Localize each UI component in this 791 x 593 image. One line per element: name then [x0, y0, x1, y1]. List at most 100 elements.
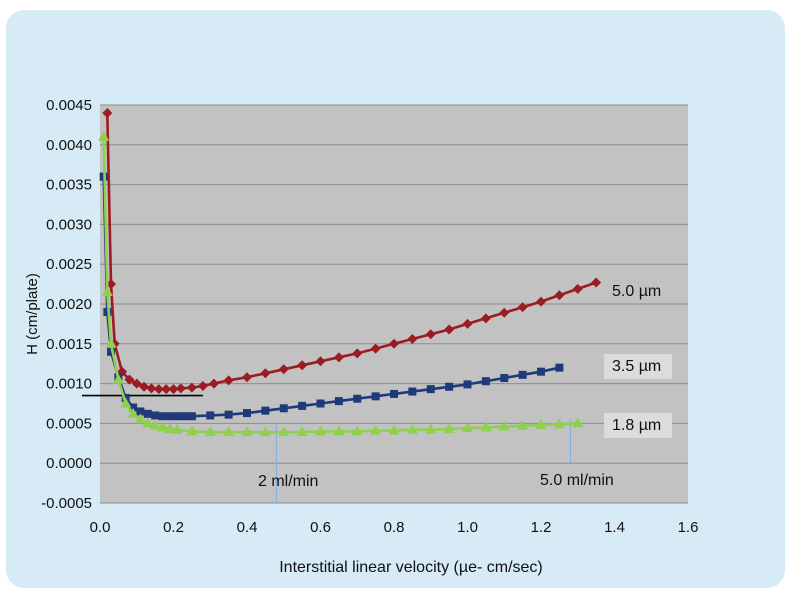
data-point: [425, 329, 436, 340]
data-point: [107, 347, 116, 356]
data-point: [241, 426, 253, 437]
series-3: [98, 130, 584, 437]
x-tick-label: 0.8: [384, 519, 405, 536]
y-axis-label: H (cm/plate): [24, 273, 41, 355]
data-point: [124, 374, 135, 385]
data-point: [462, 318, 473, 329]
data-point: [223, 375, 234, 386]
data-point: [208, 378, 219, 389]
data-point: [407, 334, 418, 345]
y-tick-label: 0.0040: [46, 137, 92, 154]
x-tick-label: 1.4: [604, 519, 625, 536]
data-point: [462, 422, 473, 433]
data-point: [463, 380, 472, 389]
data-point: [296, 426, 308, 437]
data-point: [480, 421, 492, 432]
data-point: [498, 420, 510, 431]
data-point: [278, 364, 289, 375]
data-point: [156, 421, 168, 432]
x-tick-label: 1.6: [678, 519, 699, 536]
data-point: [334, 397, 343, 406]
data-point: [103, 307, 112, 316]
y-tick-label: 0.0005: [46, 415, 92, 432]
data-point: [164, 422, 176, 433]
data-point: [425, 423, 437, 434]
data-point: [370, 424, 382, 435]
data-point: [171, 423, 183, 434]
data-point: [105, 337, 117, 348]
data-point: [591, 277, 602, 288]
data-point: [572, 417, 584, 428]
data-point: [139, 381, 150, 392]
data-point: [517, 302, 528, 313]
data-point: [517, 419, 529, 430]
x-tick-label: 0.2: [163, 519, 184, 536]
data-point: [298, 401, 307, 410]
data-point: [102, 107, 113, 118]
data-point: [149, 419, 161, 430]
y-tick-label: 0.0020: [46, 296, 92, 313]
data-point: [101, 286, 113, 297]
data-point: [353, 394, 362, 403]
data-point: [315, 425, 326, 436]
label-3-5um-box: [604, 354, 672, 379]
data-point: [278, 426, 290, 437]
data-point: [112, 373, 124, 384]
data-point: [223, 426, 235, 437]
label-1-8um: 1.8 µm: [612, 417, 661, 434]
y-tick-label: 0.0030: [46, 216, 92, 233]
x-tick-label: 1.2: [531, 519, 552, 536]
label-3-5um: 3.5 µm: [612, 358, 661, 375]
data-point: [351, 425, 363, 436]
x-tick-label: 1.0: [457, 519, 478, 536]
y-tick-label: -0.0005: [41, 495, 92, 512]
data-point: [161, 384, 172, 395]
x-tick-label: 0.0: [90, 519, 111, 536]
data-point: [186, 382, 197, 393]
data-point: [553, 418, 565, 429]
data-point: [388, 424, 400, 435]
label-5um: 5.0 µm: [612, 283, 661, 300]
data-point: [106, 279, 117, 290]
data-point: [168, 384, 179, 395]
data-point: [333, 425, 345, 436]
data-point: [554, 290, 565, 301]
data-point: [224, 410, 233, 419]
data-point: [151, 411, 160, 420]
data-point: [572, 283, 583, 294]
data-point: [260, 368, 271, 379]
data-point: [242, 372, 252, 383]
data-point: [333, 352, 344, 363]
data-point: [158, 412, 167, 421]
data-point: [146, 383, 157, 394]
data-point: [136, 407, 145, 416]
data-point: [555, 363, 564, 372]
data-point: [204, 426, 216, 437]
y-tick-labels: 0.0045 0.0040 0.0035 0.0030 0.0025 0.0020 0.00…: [41, 97, 92, 512]
data-point: [445, 382, 454, 391]
data-point: [389, 338, 399, 349]
data-point: [261, 406, 270, 415]
data-point: [481, 377, 490, 386]
data-point: [153, 384, 164, 395]
series-group: [98, 107, 602, 437]
data-point: [537, 367, 545, 376]
data-point: [406, 423, 418, 434]
flow-label-5ml: 5.0 ml/min: [540, 472, 614, 489]
data-point: [165, 412, 174, 421]
series-1: [102, 107, 602, 395]
data-point: [408, 387, 417, 396]
data-point: [480, 313, 491, 324]
data-point: [243, 409, 251, 418]
data-point: [390, 389, 398, 398]
flow-label-2ml: 2 ml/min: [258, 473, 318, 490]
data-point: [297, 360, 308, 371]
data-point: [180, 412, 189, 421]
y-tick-label: 0.0025: [46, 256, 92, 273]
data-point: [143, 409, 152, 418]
data-point: [129, 403, 138, 412]
data-point: [120, 397, 132, 408]
data-point: [186, 425, 198, 436]
x-tick-label: 0.6: [310, 519, 331, 536]
